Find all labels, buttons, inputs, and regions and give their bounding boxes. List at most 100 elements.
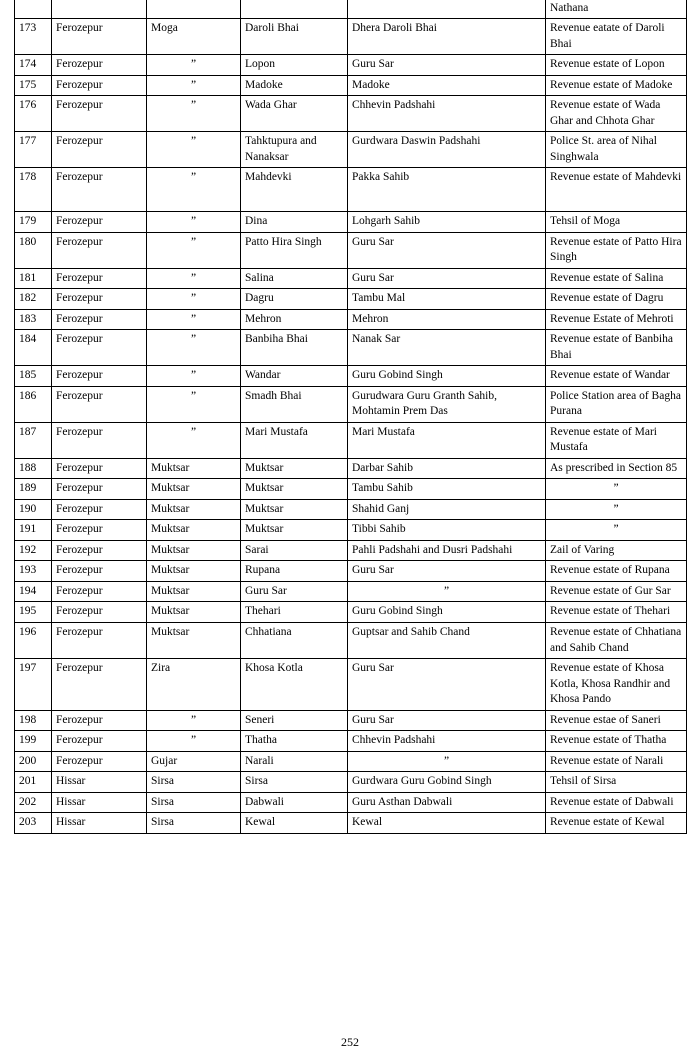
cell-area: Revenue estate of Khosa Kotla, Khosa Ran…: [545, 658, 687, 711]
cell-village: Mehraj: [240, 0, 348, 20]
cell-tehsil: ”: [146, 308, 241, 331]
cell-tehsil: ”: [146, 421, 241, 459]
table-row: 177 Ferozepur” Tahktupura and Nanaksar Gurd…: [14, 131, 687, 169]
cell-tehsil: Gujar: [146, 750, 241, 773]
cell-tehsil: ”: [146, 95, 241, 133]
cell-serial: 175: [14, 74, 52, 97]
cell-area: Revenue estate of Narali: [545, 750, 687, 773]
cell-area: Revenue estate of Dabwali: [545, 791, 687, 814]
cell-village: Salina: [240, 267, 348, 290]
cell-area: Revenue estate of Wandar: [545, 365, 687, 387]
cell-tehsil: ”: [146, 231, 241, 269]
table-row: 187 Ferozepur” Mari Mustafa Mari Mustafa Rev…: [14, 421, 687, 459]
cell-serial: 173: [14, 18, 52, 56]
cell-tehsil: ”: [146, 385, 241, 423]
cell-gurdwara: Tambu Mal: [347, 288, 546, 310]
table-container: 172FerozepurFerozepurMehrajGuru SarPolic…: [14, 0, 687, 834]
cell-area: Revenue estate of Madoke: [545, 74, 687, 97]
table-row: 192 Ferozepur Muktsar Sarai Pahli Padshahi a…: [14, 539, 687, 562]
cell-village: Thatha: [240, 730, 348, 752]
table-row: 191 Ferozepur Muktsar Muktsar Tibbi Sahib”: [14, 519, 687, 541]
cell-district: Ferozepur: [51, 478, 147, 500]
table-row: 174 Ferozepur” Lopon Guru Sar Revenue estate…: [14, 54, 687, 76]
table-row: 180 Ferozepur” Patto Hira Singh Guru Sar Rev…: [14, 231, 687, 269]
cell-gurdwara: Guru Gobind Singh: [347, 365, 546, 387]
cell-village: Mehron: [240, 308, 348, 331]
cell-village: Kewal: [240, 812, 348, 834]
cell-gurdwara: Mehron: [347, 308, 546, 331]
cell-village: Wandar: [240, 365, 348, 387]
cell-village: Dabwali: [240, 791, 348, 814]
cell-district: Ferozepur: [51, 750, 147, 773]
cell-tehsil: ”: [146, 329, 241, 367]
cell-serial: 201: [14, 771, 52, 793]
cell-area: Revenue eatate of Daroli Bhai: [545, 18, 687, 56]
table-row: 185 Ferozepur” Wandar Guru Gobind Singh Reve…: [14, 365, 687, 387]
cell-tehsil: ”: [146, 288, 241, 310]
cell-village: Daroli Bhai: [240, 18, 348, 56]
cell-district: Ferozepur: [51, 18, 147, 56]
table-row: 188 Ferozepur Muktsar Muktsar Darbar Sahib As…: [14, 457, 687, 480]
table-row: 176 Ferozepur” Wada Ghar Chhevin Padshahi Re…: [14, 95, 687, 133]
cell-tehsil: Zira: [146, 658, 241, 711]
cell-village: Mari Mustafa: [240, 421, 348, 459]
table-row: 203 Hissar Sirsa Kewal Kewal Revenue estate o…: [14, 812, 687, 834]
table-row: 195 Ferozepur Muktsar Thehari Guru Gobind Si…: [14, 601, 687, 623]
cell-area: Revenue estate of Chhatiana and Sahib Ch…: [545, 621, 687, 660]
cell-area: Revenue estate of Thatha: [545, 730, 687, 752]
cell-tehsil: ”: [146, 709, 241, 732]
table-row: 186 Ferozepur” Smadh Bhai Gurudwara Guru Gr…: [14, 385, 687, 423]
cell-area: Revenue estate of Wada Ghar and Chhota G…: [545, 95, 687, 133]
cell-village: Smadh Bhai: [240, 385, 348, 423]
cell-district: Ferozepur: [51, 385, 147, 423]
cell-district: Ferozepur: [51, 131, 147, 169]
cell-district: Ferozepur: [51, 308, 147, 331]
cell-gurdwara: Mari Mustafa: [347, 421, 546, 459]
cell-district: Hissar: [51, 812, 147, 834]
cell-district: Ferozepur: [51, 288, 147, 310]
table-row: 199 Ferozepur” Thatha Chhevin Padshahi Reven…: [14, 730, 687, 752]
cell-serial: 191: [14, 519, 52, 541]
cell-district: Ferozepur: [51, 580, 147, 603]
cell-area: Police Station area of Bagha Purana: [545, 385, 687, 423]
table-row: 196 Ferozepur Muktsar Chhatiana Guptsar and …: [14, 621, 687, 660]
cell-village: Muktsar: [240, 498, 348, 521]
cell-area: Zail of Varing: [545, 539, 687, 562]
cell-area: Revenue estate of Banbiha Bhai: [545, 329, 687, 367]
cell-serial: 203: [14, 812, 52, 834]
cell-village: Khosa Kotla: [240, 658, 348, 711]
cell-district: Ferozepur: [51, 329, 147, 367]
cell-tehsil: Moga: [146, 18, 241, 56]
cell-area: Revenue Estate of Mehroti: [545, 308, 687, 331]
cell-village: Rupana: [240, 560, 348, 582]
cell-gurdwara: Guru Sar: [347, 709, 546, 732]
cell-district: Ferozepur: [51, 365, 147, 387]
cell-gurdwara: Guru Asthan Dabwali: [347, 791, 546, 814]
cell-serial: 184: [14, 329, 52, 367]
cell-district: Ferozepur: [51, 457, 147, 480]
table-row: 179 Ferozepur” Dina Lohgarh Sahib Tehsil of …: [14, 211, 687, 233]
cell-district: Ferozepur: [51, 54, 147, 76]
cell-district: Ferozepur: [51, 231, 147, 269]
table-row: 172FerozepurFerozepurMehrajGuru SarPolic…: [14, 0, 687, 20]
cell-serial: 194: [14, 580, 52, 603]
cell-tehsil: Muktsar: [146, 457, 241, 480]
cell-serial: 195: [14, 601, 52, 623]
cell-serial: 188: [14, 457, 52, 480]
table-row: 182 Ferozepur” Dagru Tambu Mal Revenue estat…: [14, 288, 687, 310]
page-number: 252: [341, 1035, 359, 1049]
cell-serial: 177: [14, 131, 52, 169]
cell-area: Revenue estate of Lopon: [545, 54, 687, 76]
cell-tehsil: Ferozepur: [146, 0, 241, 20]
table-body: 172FerozepurFerozepurMehrajGuru SarPolic…: [14, 0, 687, 834]
cell-serial: 192: [14, 539, 52, 562]
cell-gurdwara: Guru Sar: [347, 54, 546, 76]
cell-tehsil: ”: [146, 730, 241, 752]
cell-gurdwara: Guru Gobind Singh: [347, 601, 546, 623]
cell-village: Dagru: [240, 288, 348, 310]
cell-district: Ferozepur: [51, 730, 147, 752]
cell-tehsil: ”: [146, 267, 241, 290]
cell-area: Tehsil of Moga: [545, 211, 687, 233]
cell-tehsil: Sirsa: [146, 812, 241, 834]
